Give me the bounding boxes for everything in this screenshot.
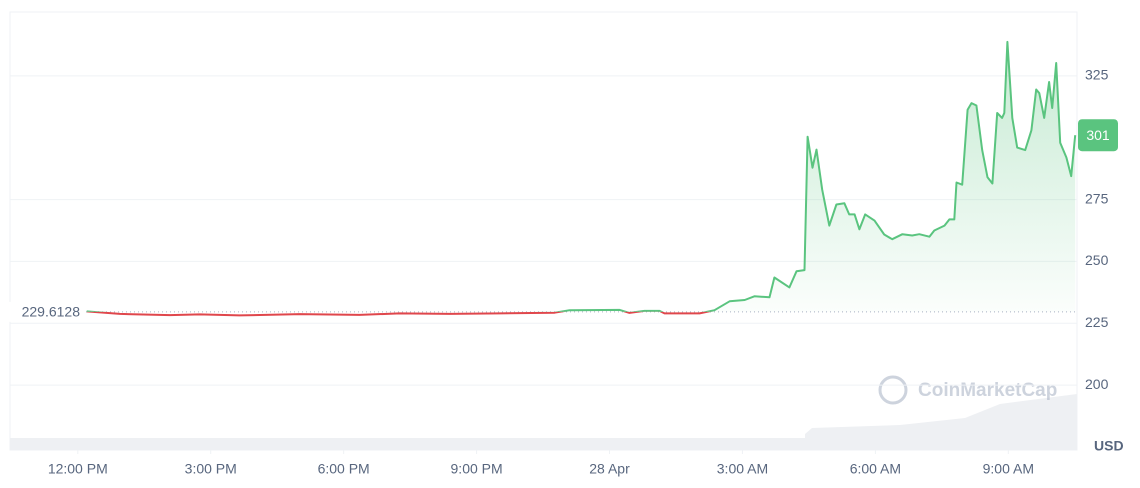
watermark-text: CoinMarketCap (918, 380, 1057, 401)
current-price-label: 301 (1086, 127, 1110, 143)
watermark: CoinMarketCap (878, 375, 1057, 405)
currency-label: USD (1094, 438, 1124, 454)
baseline-label: 229.6128 (22, 304, 81, 320)
y-tick-label: 200 (1085, 376, 1109, 392)
y-tick-label: 275 (1085, 190, 1109, 206)
x-tick-label: 6:00 PM (318, 461, 370, 477)
y-tick-label: 325 (1085, 67, 1109, 83)
volume-area (10, 394, 1077, 450)
x-tick-label: 3:00 PM (185, 461, 237, 477)
price-line-above (86, 40, 1077, 312)
x-tick-label: 9:00 AM (983, 461, 1034, 477)
baseline-label-bg (4, 301, 84, 322)
y-tick-label: 225 (1085, 314, 1109, 330)
plot-frame (9, 11, 1078, 451)
x-tick-label: 3:00 AM (717, 461, 768, 477)
current-price-badge (1078, 119, 1118, 152)
x-tick-label: 28 Apr (589, 461, 630, 477)
y-tick-label: 250 (1085, 252, 1109, 268)
x-tick-label: 12:00 PM (48, 461, 108, 477)
price-area (86, 41, 1076, 312)
x-tick-label: 9:00 PM (451, 461, 503, 477)
x-tick-label: 6:00 AM (850, 461, 901, 477)
